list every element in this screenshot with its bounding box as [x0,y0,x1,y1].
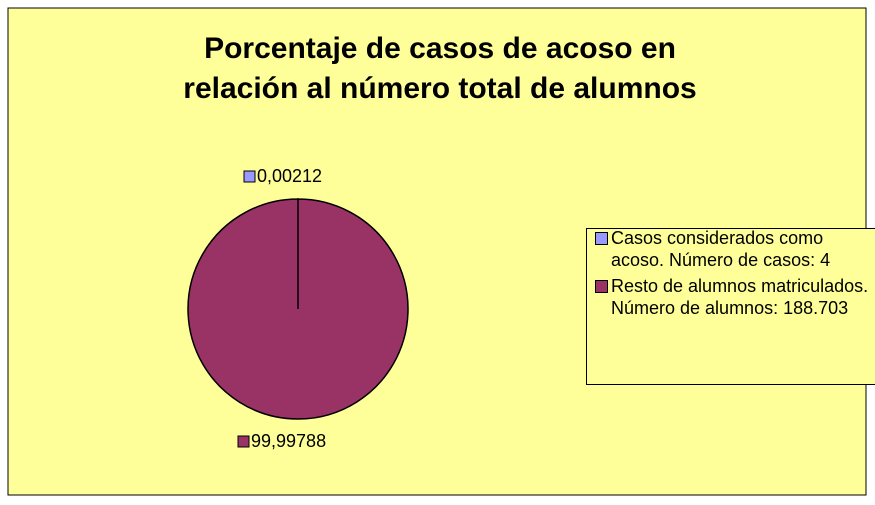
data-label: 99,99788 [251,431,326,451]
pie-slice [187,198,409,420]
chart-title: Porcentaje de casos de acoso en relación … [183,32,696,105]
data-label: 0,00212 [257,166,322,186]
legend-label: Resto de alumnos matriculados. Número de… [611,276,869,318]
legend-entry: Resto de alumnos matriculados. Número de… [587,275,875,319]
legend-swatch [595,280,608,293]
label-swatch [243,170,256,183]
label-swatch [237,435,250,448]
legend-label: Casos considerados como acoso. Número de… [611,228,831,270]
legend-swatch [595,232,608,245]
legend-entry: Casos considerados como acoso. Número de… [587,228,875,271]
legend: Casos considerados como acoso. Número de… [586,228,875,385]
